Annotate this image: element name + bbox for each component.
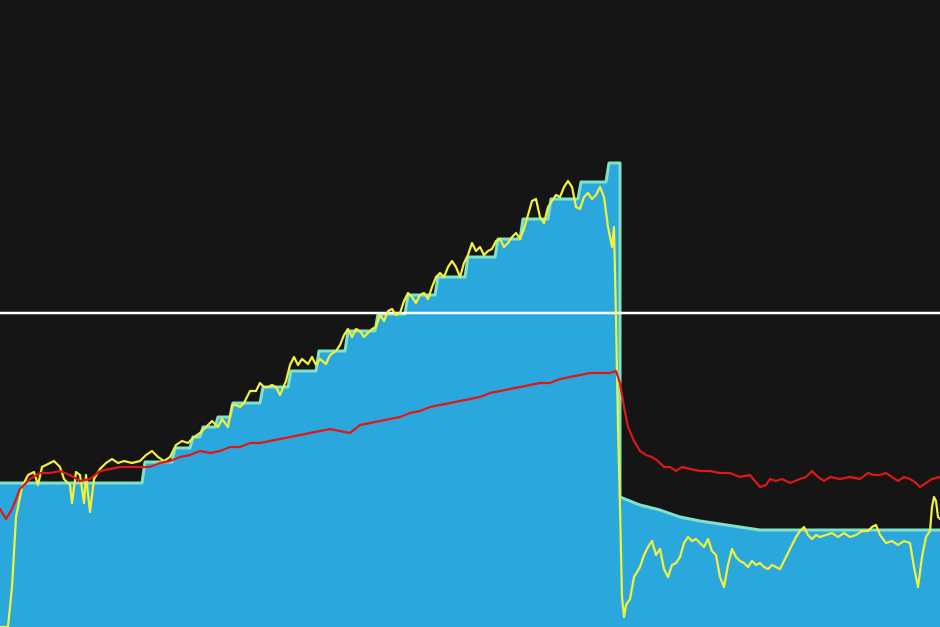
series-line-1 xyxy=(0,179,940,627)
line-series-layer xyxy=(0,179,940,627)
series-line-2 xyxy=(0,369,940,521)
series-area-fill xyxy=(0,163,940,627)
